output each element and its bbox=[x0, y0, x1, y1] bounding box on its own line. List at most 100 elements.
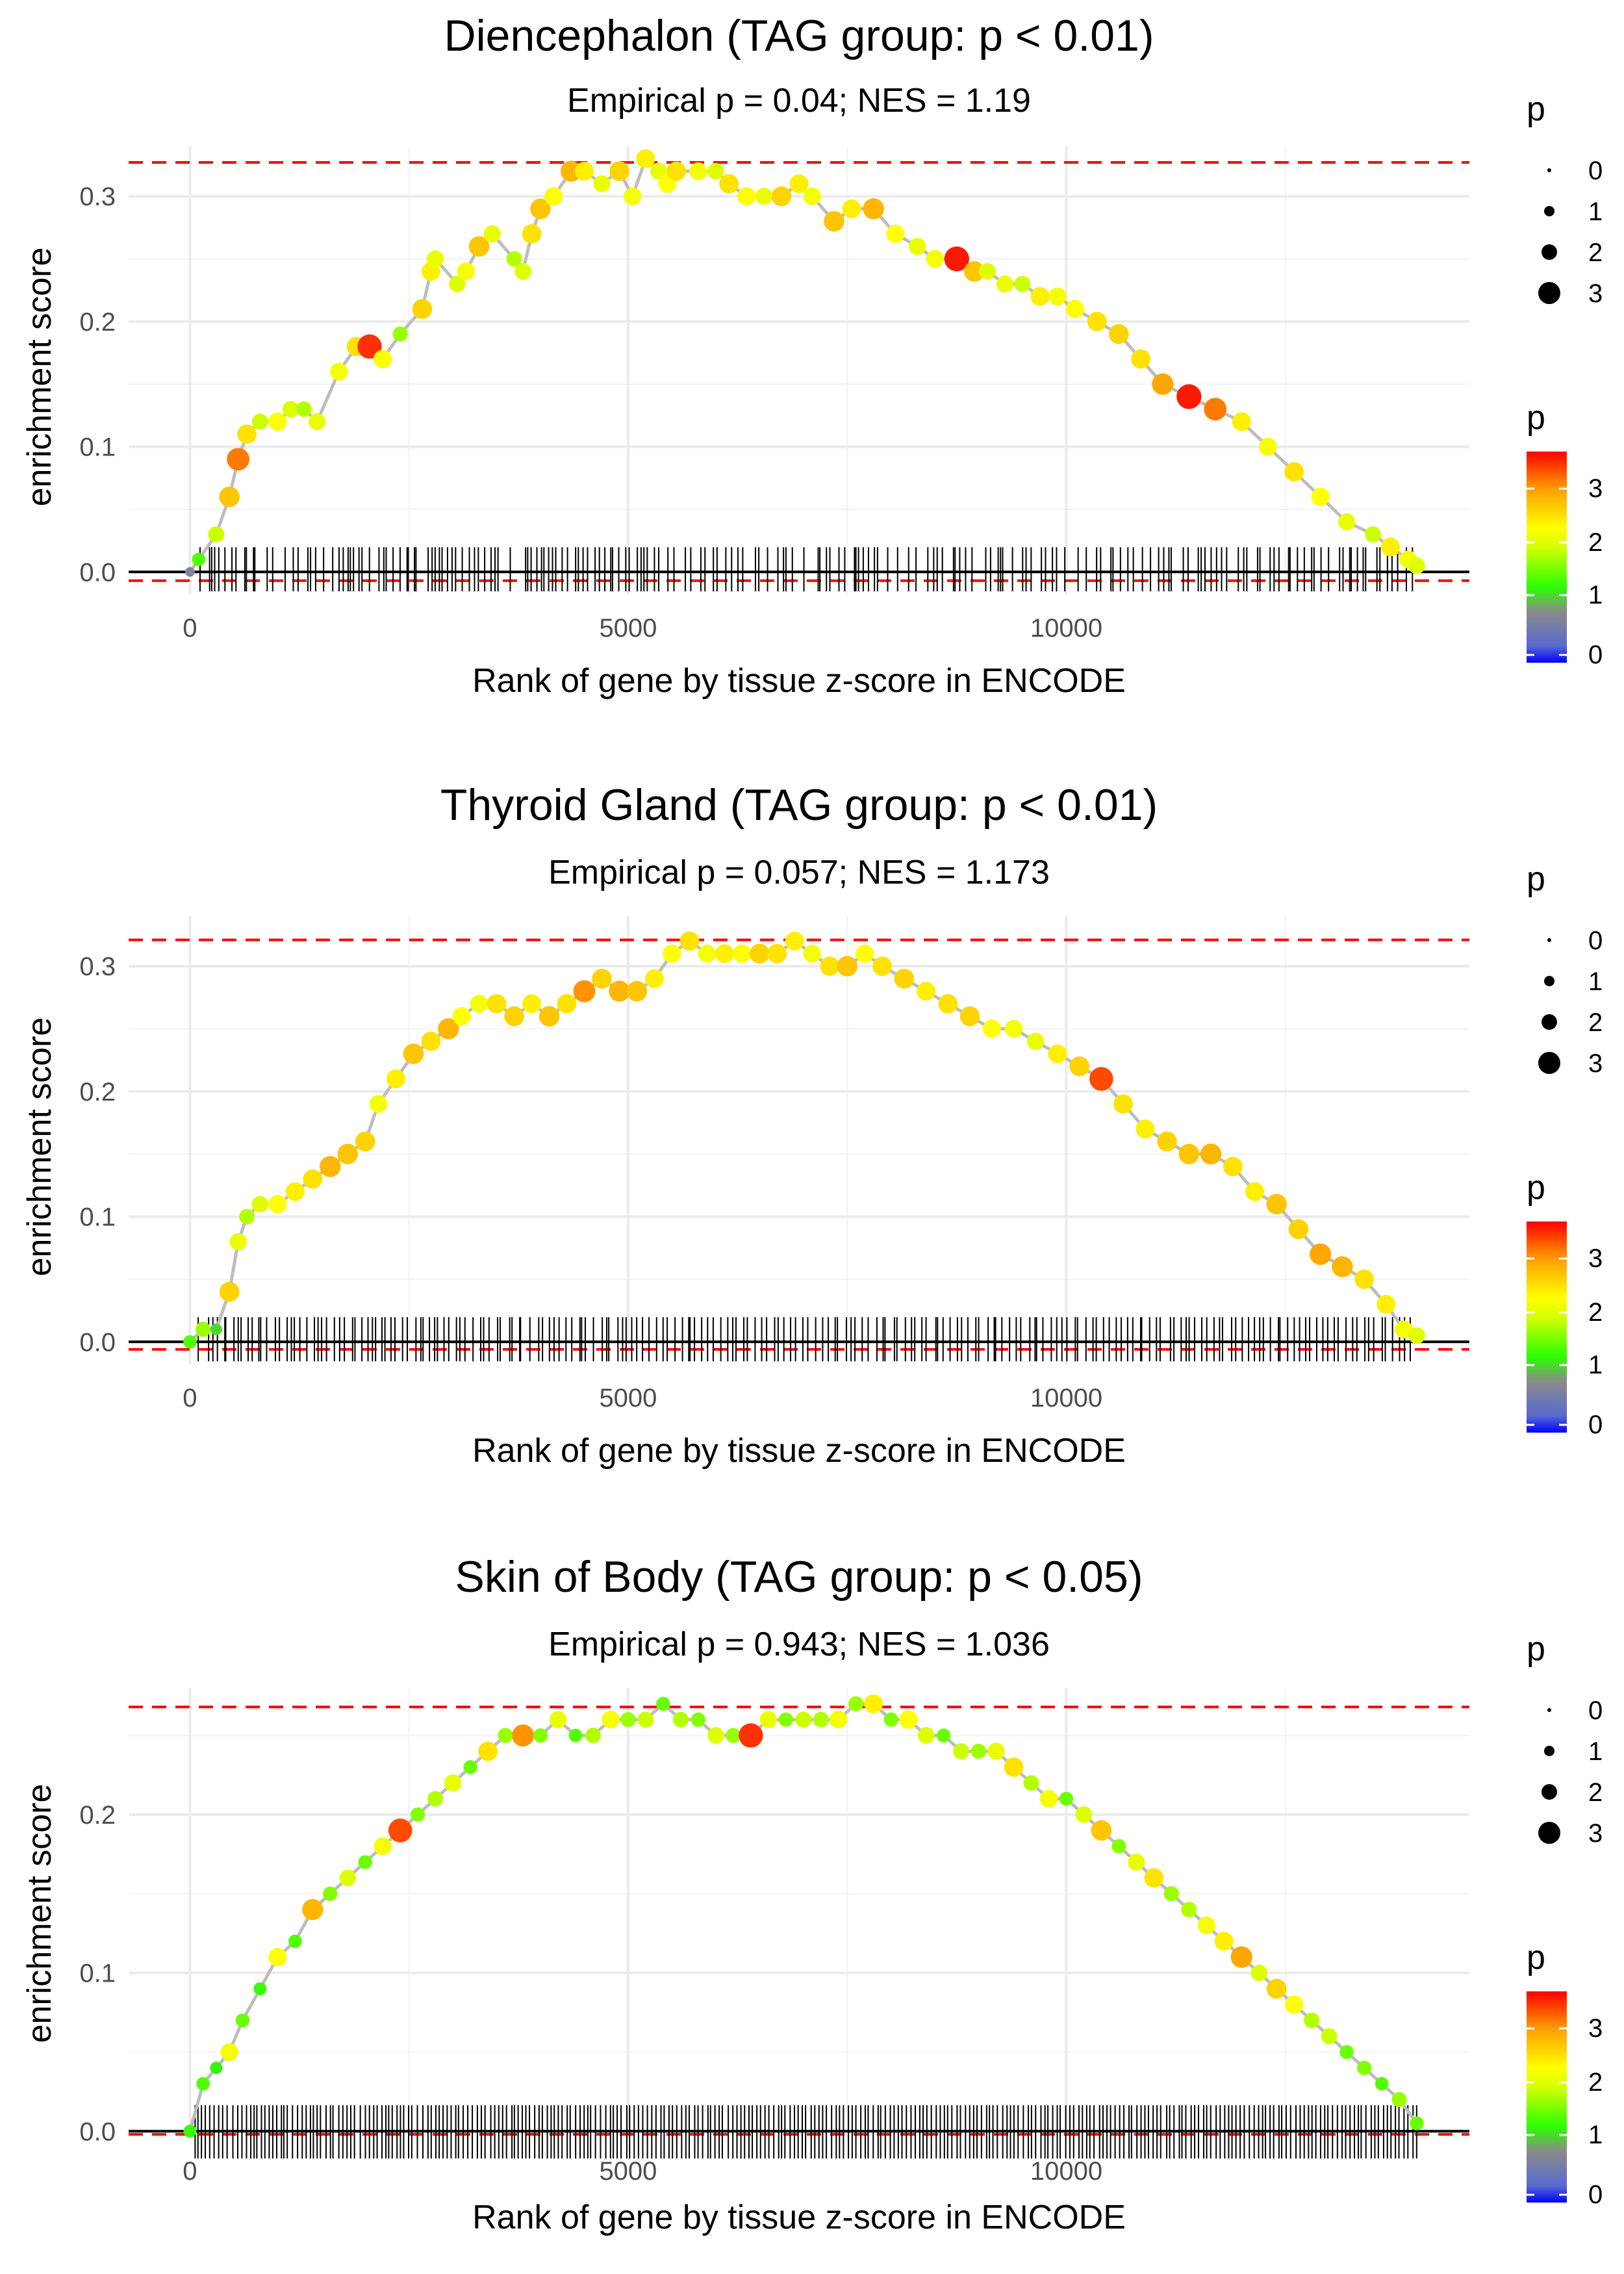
es-point bbox=[470, 995, 488, 1013]
es-point bbox=[1338, 513, 1356, 531]
size-key-1 bbox=[1544, 1746, 1554, 1756]
size-key-0 bbox=[1547, 168, 1551, 172]
es-point bbox=[574, 162, 594, 181]
es-point bbox=[1163, 1886, 1179, 1902]
size-key-label-3: 3 bbox=[1588, 1049, 1603, 1078]
es-point bbox=[1204, 398, 1227, 421]
x-axis-label: Rank of gene by tissue z-score in ENCODE bbox=[472, 2199, 1126, 2236]
colorbar bbox=[1527, 452, 1567, 663]
color-key-label-2: 2 bbox=[1588, 2068, 1603, 2097]
es-point bbox=[573, 980, 596, 1003]
es-point bbox=[522, 994, 542, 1014]
y-tick-label: 0.3 bbox=[79, 183, 116, 211]
es-point bbox=[842, 199, 861, 218]
es-point bbox=[219, 486, 240, 507]
es-point bbox=[964, 261, 985, 282]
es-point bbox=[663, 944, 681, 963]
plot-area: 0 5000 10000 0.0 0.1 0.2 0.3 bbox=[79, 146, 1469, 643]
color-key-label-0: 0 bbox=[1588, 1411, 1603, 1439]
es-point bbox=[785, 932, 804, 951]
size-key-label-2: 2 bbox=[1588, 238, 1603, 267]
es-point bbox=[715, 944, 734, 964]
y-axis-label: enrichment score bbox=[21, 1784, 58, 2043]
es-point bbox=[337, 1143, 359, 1165]
size-legend-title: p bbox=[1527, 1630, 1545, 1668]
es-point bbox=[672, 1711, 689, 1728]
es-curve bbox=[188, 1702, 1419, 2132]
es-point bbox=[982, 1019, 1001, 1038]
es-point bbox=[196, 2076, 210, 2091]
y-axis-label: enrichment score bbox=[21, 1017, 58, 1277]
es-point bbox=[237, 424, 257, 444]
size-key-label-3: 3 bbox=[1588, 1819, 1603, 1848]
y-tick-label: 0.0 bbox=[79, 558, 116, 587]
es-point bbox=[899, 1710, 918, 1729]
x-tick-label: 10000 bbox=[1030, 2157, 1102, 2186]
es-point bbox=[883, 1712, 898, 1727]
es-point bbox=[679, 931, 700, 951]
size-key-3 bbox=[1538, 1822, 1560, 1844]
es-point bbox=[557, 994, 577, 1014]
color-legend: p 0 1 2 3 bbox=[1527, 1939, 1603, 2209]
es-point bbox=[592, 969, 612, 989]
es-point bbox=[813, 1711, 829, 1728]
x-tick-label: 0 bbox=[183, 614, 197, 643]
color-legend-title: p bbox=[1527, 399, 1545, 437]
es-point bbox=[357, 334, 382, 359]
es-point bbox=[320, 1156, 341, 1177]
es-point bbox=[609, 980, 630, 1002]
es-point bbox=[1311, 487, 1330, 506]
es-point bbox=[1176, 384, 1202, 409]
es-point bbox=[549, 1711, 567, 1728]
y-tick-label: 0.0 bbox=[79, 1328, 116, 1357]
es-point bbox=[386, 1069, 405, 1089]
size-key-1 bbox=[1544, 976, 1554, 986]
es-point bbox=[1004, 1019, 1023, 1038]
es-point bbox=[185, 567, 195, 577]
es-point bbox=[388, 1818, 412, 1843]
es-point bbox=[1152, 373, 1174, 395]
es-point bbox=[1214, 1932, 1234, 1951]
size-key-0 bbox=[1547, 938, 1551, 942]
es-point bbox=[1285, 1995, 1304, 2014]
es-point bbox=[220, 2043, 238, 2062]
size-legend: p 0 1 2 3 bbox=[1527, 860, 1603, 1078]
size-key-3 bbox=[1538, 1052, 1560, 1074]
es-point bbox=[698, 945, 717, 963]
color-key-label-3: 3 bbox=[1588, 474, 1603, 503]
es-point bbox=[323, 1886, 338, 1901]
es-point bbox=[426, 250, 444, 268]
es-point bbox=[1381, 537, 1401, 557]
es-point bbox=[1266, 1194, 1288, 1215]
es-point bbox=[1395, 1320, 1413, 1338]
es-point bbox=[1250, 1964, 1268, 1982]
es-point bbox=[427, 1791, 444, 1807]
es-point bbox=[449, 275, 466, 292]
es-point bbox=[803, 187, 821, 205]
panel-title: Diencephalon (TAG group: p < 0.01) bbox=[444, 11, 1154, 60]
es-point bbox=[208, 526, 225, 543]
size-legend-title: p bbox=[1527, 860, 1545, 898]
es-point bbox=[504, 1006, 524, 1027]
es-point bbox=[707, 162, 724, 180]
color-key-label-0: 0 bbox=[1588, 2180, 1603, 2209]
es-point bbox=[979, 262, 996, 280]
color-key-label-1: 1 bbox=[1588, 2121, 1603, 2149]
es-point bbox=[1365, 526, 1382, 543]
es-point bbox=[739, 1723, 763, 1748]
color-legend: p 0 1 2 3 bbox=[1527, 399, 1603, 669]
x-axis-label: Rank of gene by tissue z-score in ENCODE bbox=[472, 1432, 1126, 1470]
es-point bbox=[522, 224, 542, 244]
panel-title: Thyroid Gland (TAG group: p < 0.01) bbox=[440, 780, 1158, 830]
es-point bbox=[268, 412, 287, 431]
size-key-2 bbox=[1542, 1784, 1557, 1800]
es-point bbox=[1232, 412, 1251, 431]
es-point bbox=[1087, 311, 1107, 331]
es-point bbox=[533, 1728, 548, 1743]
es-point bbox=[755, 187, 773, 205]
es-point bbox=[749, 943, 770, 964]
size-key-2 bbox=[1542, 1014, 1557, 1030]
es-point bbox=[1357, 2060, 1372, 2075]
color-key-label-1: 1 bbox=[1588, 581, 1603, 609]
